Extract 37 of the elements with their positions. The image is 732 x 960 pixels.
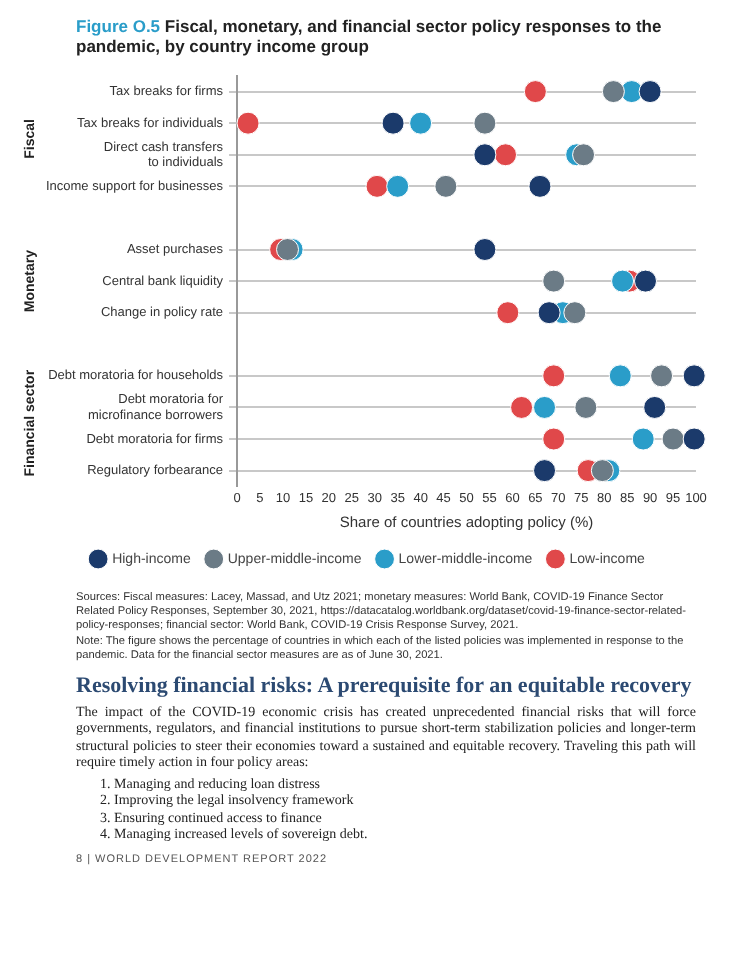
point	[533, 395, 557, 419]
point	[236, 111, 260, 135]
text: Resolving financial risks: A prerequisite for an equitable recovery	[76, 674, 694, 698]
point	[473, 111, 497, 135]
point	[381, 111, 405, 135]
point	[365, 174, 389, 198]
point	[563, 301, 587, 325]
point	[537, 301, 561, 325]
point	[661, 427, 685, 451]
point	[682, 427, 706, 451]
point	[682, 364, 706, 388]
point	[533, 459, 557, 483]
point	[496, 301, 520, 325]
point	[650, 364, 674, 388]
point	[643, 395, 667, 419]
point	[434, 174, 458, 198]
point	[523, 80, 547, 104]
point	[638, 80, 662, 104]
point	[386, 174, 410, 198]
point	[608, 364, 632, 388]
point	[572, 143, 596, 167]
point	[510, 395, 534, 419]
point	[494, 143, 518, 167]
point	[473, 143, 497, 167]
point	[528, 174, 552, 198]
point	[542, 427, 566, 451]
point	[409, 111, 433, 135]
point	[473, 238, 497, 262]
point	[601, 80, 625, 104]
point	[574, 395, 598, 419]
point	[542, 364, 566, 388]
point	[631, 427, 655, 451]
chart-title: Figure O.5 Fiscal, monetary, and financial sector policy responses to the pandemic, by country income group	[76, 16, 664, 56]
point	[542, 269, 566, 293]
point	[634, 269, 658, 293]
point	[590, 459, 614, 483]
point	[611, 269, 635, 293]
